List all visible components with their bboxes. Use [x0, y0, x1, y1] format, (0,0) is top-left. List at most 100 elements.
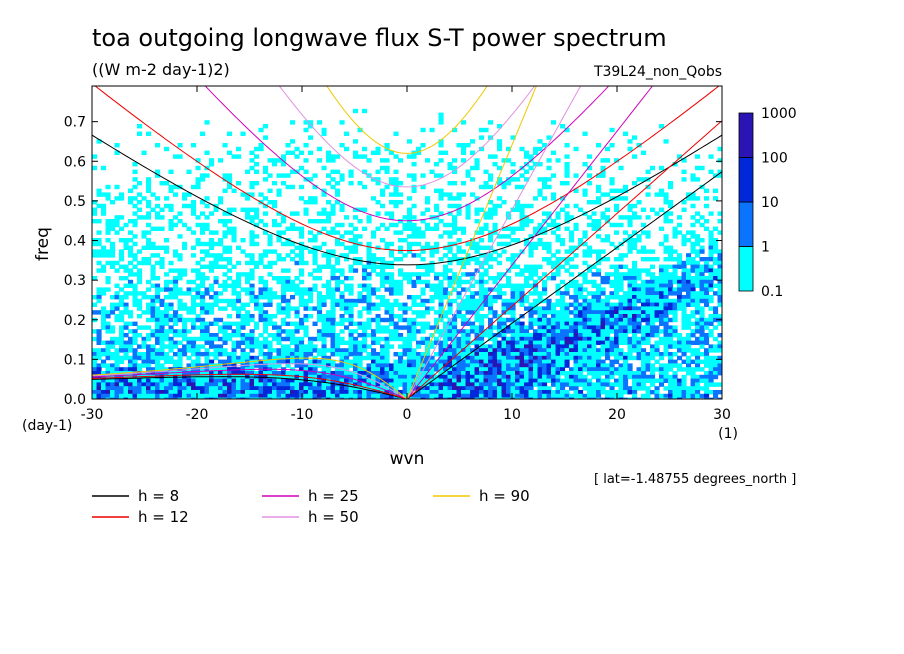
spectrum-cell	[672, 291, 678, 296]
spectrum-cell	[362, 226, 368, 231]
spectrum-cell	[492, 336, 498, 342]
spectrum-cell	[659, 355, 665, 361]
spectrum-cell	[137, 314, 143, 319]
spectrum-cell	[236, 329, 242, 334]
spectrum-cell	[267, 173, 273, 178]
spectrum-cell	[641, 298, 647, 304]
spectrum-cell	[690, 230, 696, 235]
spectrum-cell	[258, 257, 264, 262]
spectrum-cell	[213, 260, 219, 266]
spectrum-cell	[263, 336, 269, 342]
spectrum-cell	[474, 393, 480, 399]
spectrum-cell	[717, 268, 722, 273]
spectrum-cell	[488, 325, 494, 330]
spectrum-cell	[384, 279, 390, 285]
spectrum-cell	[285, 390, 291, 395]
spectrum-cell	[479, 230, 485, 235]
spectrum-cell	[398, 367, 404, 372]
spectrum-cell	[168, 317, 174, 323]
spectrum-cell	[672, 287, 678, 292]
spectrum-cell	[281, 173, 287, 178]
spectrum-cell	[438, 279, 444, 285]
spectrum-cell	[371, 230, 377, 235]
spectrum-cell	[312, 276, 318, 281]
spectrum-cell	[353, 234, 359, 239]
spectrum-cell	[537, 390, 543, 395]
spectrum-cell	[623, 215, 629, 220]
spectrum-cell	[195, 336, 201, 342]
spectrum-cell	[641, 367, 647, 372]
spectrum-cell	[636, 367, 642, 372]
spectrum-cell	[398, 158, 404, 163]
spectrum-cell	[443, 371, 449, 376]
spectrum-cell	[299, 363, 305, 368]
spectrum-cell	[479, 314, 485, 319]
spectrum-cell	[398, 245, 404, 250]
spectrum-cell	[564, 329, 570, 334]
spectrum-cell	[510, 363, 516, 368]
spectrum-cell	[704, 363, 710, 368]
spectrum-cell	[686, 359, 692, 364]
spectrum-cell	[267, 287, 273, 292]
spectrum-cell	[240, 317, 246, 323]
spectrum-cell	[114, 291, 120, 296]
spectrum-cell	[335, 378, 341, 383]
spectrum-cell	[407, 295, 413, 300]
spectrum-cell	[105, 287, 111, 292]
spectrum-cell	[438, 120, 444, 125]
spectrum-cell	[668, 382, 674, 387]
spectrum-cell	[276, 371, 282, 376]
spectrum-cell	[659, 363, 665, 368]
spectrum-cell	[128, 188, 134, 193]
spectrum-cell	[294, 291, 300, 296]
spectrum-cell	[623, 317, 629, 323]
spectrum-cell	[285, 336, 291, 342]
spectrum-cell	[506, 158, 512, 163]
spectrum-cell	[344, 325, 350, 330]
spectrum-cell	[690, 287, 696, 292]
spectrum-cell	[146, 222, 152, 228]
spectrum-cell	[245, 390, 251, 395]
spectrum-cell	[96, 378, 102, 383]
spectrum-cell	[200, 344, 206, 349]
spectrum-cell	[591, 219, 597, 224]
spectrum-cell	[681, 207, 687, 212]
spectrum-cell	[285, 253, 291, 258]
spectrum-cell	[686, 314, 692, 319]
spectrum-cell	[398, 287, 404, 292]
spectrum-cell	[357, 333, 363, 338]
spectrum-cell	[335, 363, 341, 368]
spectrum-cell	[159, 207, 165, 212]
spectrum-cell	[605, 238, 611, 243]
spectrum-cell	[573, 382, 579, 387]
spectrum-cell	[195, 325, 201, 330]
spectrum-cell	[308, 336, 314, 342]
spectrum-cell	[456, 340, 462, 345]
spectrum-cell	[695, 359, 701, 364]
spectrum-cell	[488, 120, 494, 125]
spectrum-cell	[708, 234, 714, 239]
spectrum-cell	[276, 306, 282, 311]
spectrum-cell	[542, 336, 548, 342]
spectrum-cell	[686, 386, 692, 391]
spectrum-cell	[218, 291, 224, 296]
spectrum-cell	[470, 329, 476, 334]
spectrum-cell	[632, 287, 638, 292]
spectrum-cell	[605, 374, 611, 380]
spectrum-cell	[299, 287, 305, 292]
spectrum-cell	[150, 329, 156, 334]
spectrum-cell	[177, 314, 183, 319]
spectrum-cell	[141, 386, 147, 391]
spectrum-cell	[344, 215, 350, 220]
spectrum-cell	[173, 253, 179, 258]
spectrum-cell	[443, 355, 449, 361]
spectrum-cell	[456, 207, 462, 212]
spectrum-cell	[168, 348, 174, 353]
spectrum-cell	[254, 169, 260, 174]
spectrum-cell	[375, 367, 381, 372]
spectrum-cell	[272, 314, 278, 319]
spectrum-cell	[447, 298, 453, 304]
spectrum-cell	[366, 276, 372, 281]
spectrum-cell	[645, 333, 651, 338]
spectrum-cell	[551, 120, 557, 125]
